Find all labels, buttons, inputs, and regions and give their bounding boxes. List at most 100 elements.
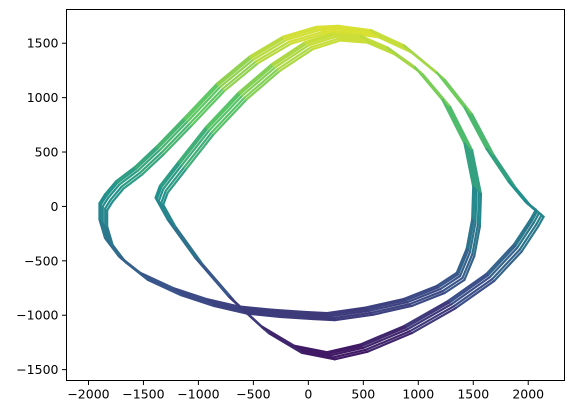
trajectory-segment: [101, 196, 110, 208]
x-tick-label: −1500: [122, 387, 164, 402]
trajectory-segment: [118, 169, 140, 186]
trajectory-segment: [443, 278, 466, 295]
trajectory-segment: [514, 219, 533, 248]
trajectory-segment: [194, 256, 230, 297]
trajectory-segment: [241, 66, 277, 97]
trajectory-segment: [316, 26, 341, 30]
trajectory-segment: [107, 183, 121, 199]
x-tick-label: 1500: [457, 387, 489, 402]
trajectory-segment: [456, 249, 470, 276]
trajectory-segment: [162, 203, 177, 228]
trajectory-segment: [184, 83, 220, 121]
trajectory-segment: [212, 98, 248, 136]
trajectory-segment: [402, 299, 450, 328]
trajectory-segment: [461, 252, 474, 280]
trajectory-segment: [221, 60, 257, 90]
trajectory-segment: [360, 326, 407, 348]
trajectory-segment: [241, 308, 277, 315]
x-tick-label: 1000: [402, 387, 434, 402]
trajectory-segment: [472, 187, 476, 223]
trajectory-segment: [285, 29, 321, 42]
trajectory-segment: [206, 299, 242, 310]
trajectory-segment: [327, 345, 363, 355]
trajectory-segment: [372, 304, 413, 316]
trajectory-segment: [468, 221, 477, 254]
trajectory-segment: [314, 24, 340, 29]
trajectory-segment: [471, 185, 475, 221]
trajectory-segment: [179, 293, 215, 308]
trajectory-segment: [208, 94, 244, 132]
trajectory-segment: [185, 132, 215, 170]
trajectory-segment: [530, 210, 539, 223]
trajectory-segment: [134, 147, 160, 170]
trajectory-segment: [139, 271, 175, 290]
trajectory-segment: [180, 129, 211, 167]
trajectory-segment: [325, 306, 367, 315]
trajectory-segment: [281, 25, 318, 38]
trajectory-segment: [272, 42, 308, 67]
trajectory-segment: [486, 244, 517, 277]
trajectory-segment: [439, 274, 462, 291]
trajectory-segment: [337, 37, 367, 42]
trajectory-segment: [344, 31, 380, 39]
trajectory-segment: [535, 213, 543, 226]
trajectory-segment: [278, 315, 314, 321]
trajectory-segment: [441, 98, 466, 145]
trajectory-segment: [156, 118, 187, 150]
x-tick-label: 2000: [512, 387, 544, 402]
trajectory-segment: [318, 27, 343, 32]
trajectory-segment: [532, 211, 541, 224]
trajectory-segment: [283, 27, 319, 40]
trajectory-segment: [339, 39, 369, 44]
trajectory-segment: [473, 225, 481, 258]
trajectory-segment: [327, 308, 368, 316]
trajectory-segment: [358, 325, 406, 346]
trajectory-segment: [441, 276, 464, 293]
trajectory-segment: [122, 173, 144, 190]
trajectory-segment: [471, 113, 496, 157]
y-tick-label: −500: [24, 253, 58, 268]
trajectory-segment: [303, 32, 334, 44]
trajectory-segment: [217, 56, 253, 87]
trajectory-segment: [161, 122, 191, 153]
trajectory-segment: [342, 29, 378, 37]
trajectory-segment: [332, 33, 363, 39]
trajectory-segment: [367, 301, 409, 312]
trajectory-segment: [208, 301, 244, 311]
trajectory-segment: [334, 35, 365, 40]
trajectory-segment: [471, 149, 483, 196]
trajectory-segment: [237, 305, 274, 311]
trajectory-segment: [466, 145, 478, 192]
trajectory-segment: [287, 31, 323, 44]
trajectory-segment: [101, 221, 110, 243]
trajectory-segment: [529, 208, 538, 221]
trajectory-segment: [227, 294, 263, 328]
trajectory-segment: [294, 346, 330, 355]
x-tick-label: 0: [304, 387, 312, 402]
trajectory-segment: [252, 38, 288, 61]
trajectory-segment: [172, 286, 208, 301]
trajectory-segment: [254, 40, 290, 63]
trajectory-segment: [329, 309, 370, 318]
trajectory-segment: [408, 289, 444, 306]
trajectory-layer: [98, 24, 545, 361]
trajectory-segment: [474, 189, 478, 224]
trajectory-segment: [136, 148, 162, 172]
trajectory-segment: [463, 142, 475, 188]
trajectory-segment: [493, 154, 518, 190]
trajectory-segment: [216, 55, 252, 85]
x-axis: −2000 −1500 −1000 −500 0 500 1000 1500 2000: [67, 380, 544, 402]
trajectory-segment: [177, 125, 208, 163]
trajectory-segment: [155, 186, 163, 201]
trajectory-segment: [402, 44, 439, 74]
trajectory-segment: [114, 166, 136, 183]
trajectory-segment: [133, 145, 158, 169]
trajectory-segment: [141, 152, 166, 176]
trajectory-segment: [331, 311, 373, 320]
trajectory-segment: [311, 39, 342, 51]
trajectory-segment: [106, 225, 114, 247]
trajectory-segment: [520, 225, 540, 253]
y-tick-label: 0: [51, 199, 59, 214]
